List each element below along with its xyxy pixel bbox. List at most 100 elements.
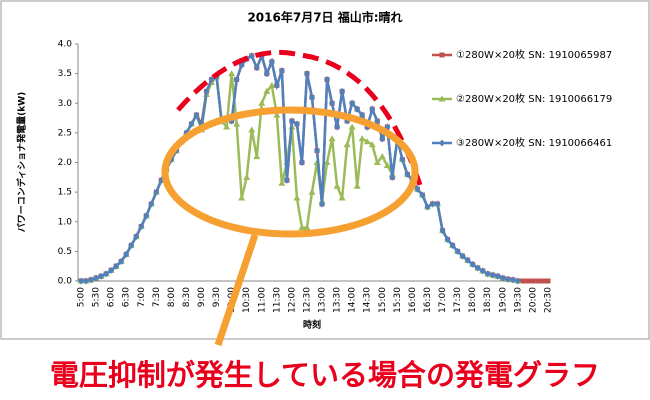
x-tick-label: 18:30 [483,287,493,313]
x-tick-label: 12:00 [287,287,297,313]
point [333,182,341,189]
point [535,278,541,284]
point [339,87,346,95]
point [298,159,305,166]
point [273,81,280,89]
x-tick-label: 11:30 [272,287,282,313]
point [438,95,446,102]
x-axis-title: 時刻 [303,319,321,331]
point [203,87,210,95]
peak-curve [176,49,423,186]
x-tick-label: 9:00 [197,287,207,307]
point [444,236,451,244]
legend-label: ①280W×20枚 SN: 1910065987 [456,48,612,61]
point [369,105,376,113]
x-tick-label: 9:30 [212,287,222,307]
point [283,176,290,184]
point [188,120,195,128]
y-tick-label: 3.5 [58,69,72,79]
point [353,182,361,189]
series-line [81,52,519,283]
y-tick-label: 0.5 [58,247,72,257]
x-tick-label: 17:30 [453,287,463,313]
point [103,270,110,278]
point [263,70,270,78]
point [323,159,331,165]
point [193,111,200,119]
x-tick-label: 20:30 [544,287,554,313]
point [308,188,316,195]
point [78,277,84,285]
point [93,274,100,282]
point [303,70,310,78]
legend: ①280W×20枚 SN: 1910065987 ②280W×20枚 SN: 19… [432,48,612,149]
point [288,117,295,125]
x-tick-label: 6:00 [107,287,117,307]
point [123,250,130,258]
x-tick-label: 12:30 [302,287,312,313]
point [509,276,516,284]
x-tick-label: 20:00 [528,287,538,313]
point [439,227,446,235]
point [399,156,406,164]
point [479,267,486,275]
x-tick-label: 8:30 [182,287,192,307]
point [118,257,125,265]
point [419,191,426,199]
point [273,111,281,118]
point [324,76,331,84]
point [268,81,276,88]
y-tick-label: 1.5 [58,188,72,198]
x-tick-label: 19:30 [513,287,523,313]
point [484,270,491,278]
point [520,278,526,284]
point [243,173,251,180]
point [424,203,431,211]
caption: 電圧抑制が発生している場合の発電グラフ [50,358,600,392]
point [278,179,286,186]
x-tick-label: 16:30 [423,287,433,313]
x-tick-label: 11:00 [257,287,267,313]
point [363,138,371,145]
x-tick-label: 7:30 [152,287,162,307]
point [525,278,531,284]
point [293,120,300,128]
x-tick-label: 19:00 [498,287,508,313]
point [434,200,441,208]
point [263,87,271,94]
point [374,117,381,125]
point [113,262,120,270]
point [228,70,236,77]
point [414,185,421,193]
point [489,271,496,279]
x-tick-label: 10:30 [242,287,252,313]
x-tick-label: 15:00 [378,287,388,313]
legend-label: ②280W×20枚 SN: 1910066179 [456,92,612,105]
x-tick-label: 14:00 [348,287,358,313]
x-tick-label: 5:30 [92,287,102,307]
point [454,247,461,255]
point [98,272,105,280]
x-tick-label: 14:30 [363,287,373,313]
point [258,99,266,106]
y-tick-label: 2.0 [58,158,73,168]
x-tick-label: 13:00 [318,287,328,313]
point [338,194,346,201]
point [268,58,275,66]
y-tick-label: 4.0 [58,40,73,50]
point [334,123,341,131]
y-tick-label: 3.0 [58,99,73,109]
point [404,170,411,178]
point [253,64,260,72]
point [328,135,336,142]
point [545,278,551,284]
x-tick-label: 18:00 [468,287,478,313]
point [439,52,445,58]
y-axis-title: パワーコンディショナ発電量(kW) [16,92,28,233]
x-tick-label: 8:00 [167,287,177,307]
highlight-ellipse [161,106,419,238]
point [233,120,241,127]
point [469,260,476,268]
point [293,194,301,201]
y-tick-label: 0.0 [58,277,73,287]
